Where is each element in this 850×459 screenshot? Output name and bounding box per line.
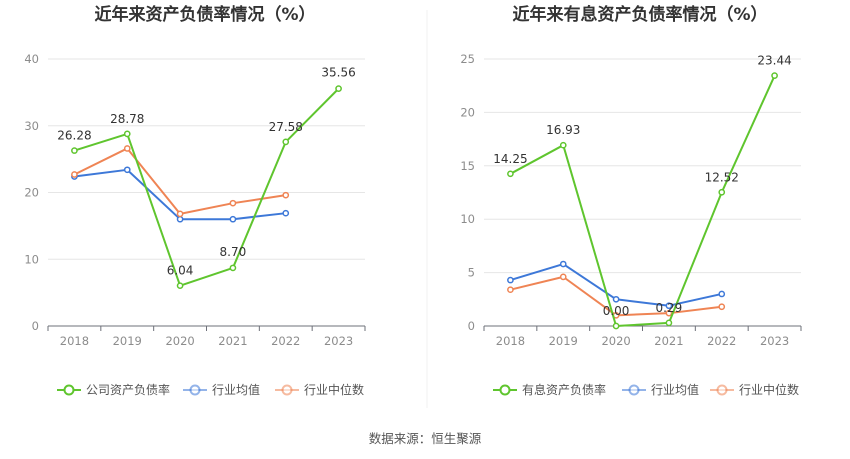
data-point [718, 290, 726, 298]
data-point [282, 209, 290, 217]
y-tick-label: 20 [24, 186, 39, 200]
asset-liability-chart: 近年来资产负债率情况（%） 0 10 20 30 40 2018 2019 2020 2021 20… [24, 4, 366, 397]
y-tick-label: 0 [32, 319, 39, 333]
series-line-2 [73, 147, 286, 215]
x-tick-label: 2020 [165, 334, 194, 348]
data-point [71, 147, 78, 154]
legend-marker [499, 384, 511, 396]
series-line-0 [74, 87, 340, 287]
data-label: 16.93 [546, 123, 580, 137]
chart-title: 近年来资产负债率情况（%） [94, 4, 315, 25]
data-label: 8.70 [220, 245, 247, 259]
x-tick-label: 2019 [549, 334, 578, 348]
legend-label: 行业中位数 [739, 382, 799, 397]
legend-item-1[interactable]: 行业均值 [622, 382, 699, 397]
data-point [507, 286, 514, 294]
data-point [123, 130, 131, 138]
data-label: 28.78 [110, 112, 144, 126]
data-point [176, 282, 184, 290]
data-point [718, 188, 726, 196]
data-point [612, 322, 620, 330]
data-point [718, 303, 726, 311]
legend-label: 行业均值 [651, 382, 699, 397]
x-tick-label: 2021 [654, 334, 683, 348]
legend-marker [189, 384, 201, 396]
data-point [507, 276, 514, 284]
data-point [507, 170, 514, 178]
data-point [559, 141, 567, 149]
interest-bearing-liability-chart: 近年来有息资产负债率情况（%） 0 5 10 15 20 25 2018 2019 2020 202… [460, 4, 802, 397]
data-label: 14.25 [493, 152, 527, 166]
legend-marker [716, 384, 728, 396]
data-label: 0.00 [603, 304, 630, 318]
data-point [612, 295, 620, 303]
legend-label: 行业中位数 [304, 382, 364, 397]
x-tick-label: 2018 [60, 334, 89, 348]
data-point [123, 145, 131, 152]
data-point [71, 171, 78, 178]
legend-item-2[interactable]: 行业中位数 [275, 382, 364, 397]
data-point [559, 273, 567, 281]
series-line-0 [509, 75, 776, 327]
y-tick-label: 20 [460, 105, 475, 119]
legend-label: 行业均值 [212, 382, 260, 397]
data-point [123, 166, 131, 174]
legend-label: 有息资产负债率 [522, 382, 606, 397]
x-tick-label: 2023 [760, 334, 789, 348]
legend-marker [628, 384, 640, 396]
y-tick-label: 25 [460, 52, 475, 66]
data-point [771, 72, 778, 80]
legend-label: 公司资产负债率 [86, 382, 170, 397]
y-tick-label: 30 [24, 119, 39, 133]
data-label: 35.56 [321, 66, 355, 80]
data-point [229, 199, 237, 207]
y-tick-label: 40 [24, 52, 39, 66]
legend-item-2[interactable]: 行业中位数 [710, 382, 799, 397]
x-tick-label: 2022 [271, 334, 300, 348]
data-point [229, 215, 237, 223]
legend-item-1[interactable]: 行业均值 [183, 382, 260, 397]
y-tick-label: 5 [468, 266, 475, 280]
data-point [229, 264, 237, 272]
y-tick-label: 10 [24, 252, 39, 266]
data-point [282, 191, 290, 199]
data-point [665, 319, 673, 327]
data-point [282, 138, 290, 146]
data-point [665, 302, 673, 310]
x-tick-label: 2023 [324, 334, 353, 348]
data-label: 23.44 [757, 54, 791, 68]
data-label: 0.29 [656, 301, 683, 315]
y-tick-label: 0 [468, 319, 475, 333]
x-tick-label: 2021 [218, 334, 247, 348]
x-tick-label: 2019 [113, 334, 142, 348]
data-label: 6.04 [167, 264, 194, 278]
legend-marker [63, 384, 75, 396]
data-label: 26.28 [57, 129, 91, 143]
y-tick-label: 10 [460, 212, 475, 226]
x-tick-label: 2018 [496, 334, 525, 348]
data-label: 12.52 [705, 170, 739, 184]
y-tick-label: 15 [460, 159, 475, 173]
data-point [559, 260, 567, 268]
data-point [665, 309, 673, 317]
source-label: 数据来源：恒生聚源 [369, 431, 482, 446]
x-tick-label: 2020 [601, 334, 630, 348]
data-point [176, 215, 184, 223]
legend-item-0[interactable]: 有息资产负债率 [493, 382, 606, 397]
legend-marker [281, 384, 293, 396]
data-point [176, 210, 184, 218]
data-label: 27.58 [269, 120, 303, 134]
x-tick-label: 2022 [707, 334, 736, 348]
data-point [335, 85, 342, 92]
chart-title: 近年来有息资产负债率情况（%） [512, 4, 767, 25]
legend-item-0[interactable]: 公司资产负债率 [57, 382, 170, 397]
